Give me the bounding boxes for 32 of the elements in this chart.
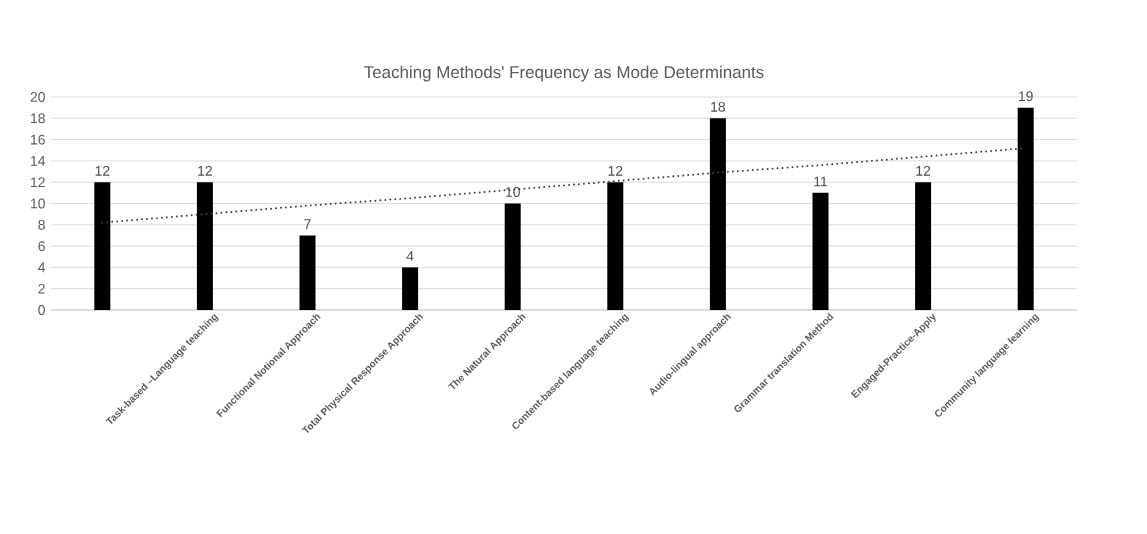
data-label: 12 [198,165,212,176]
data-label: 12 [608,165,623,176]
data-label: 10 [506,187,520,197]
y-tick-label: 2 [38,283,45,294]
bar [299,235,316,310]
bar [812,192,829,310]
bar [709,118,726,310]
bar [402,267,419,310]
y-tick-label: 12 [31,177,45,188]
data-label: 11 [814,176,828,187]
data-label: 7 [304,219,311,229]
y-tick-label: 8 [38,219,45,230]
bar [196,182,213,310]
bar [94,182,111,310]
y-tick-label: 10 [31,198,45,209]
data-label: 12 [916,165,931,176]
data-label: 18 [711,101,726,112]
y-tick-label: 6 [38,241,45,252]
y-tick-label: 18 [31,113,45,124]
y-tick-label: 14 [31,156,46,166]
y-tick-label: 16 [31,134,45,145]
y-tick-label: 0 [38,305,45,315]
bar [1017,107,1034,310]
data-label: 12 [95,165,110,176]
y-tick-label: 4 [38,262,46,273]
bar [504,203,521,310]
data-label: 19 [1018,91,1033,102]
y-tick-label: 20 [30,92,45,102]
data-label: 4 [406,251,414,261]
bar [915,182,932,310]
chart-title: Teaching Methods' Frequency as Mode Determinants [364,65,764,82]
bar [607,182,624,310]
